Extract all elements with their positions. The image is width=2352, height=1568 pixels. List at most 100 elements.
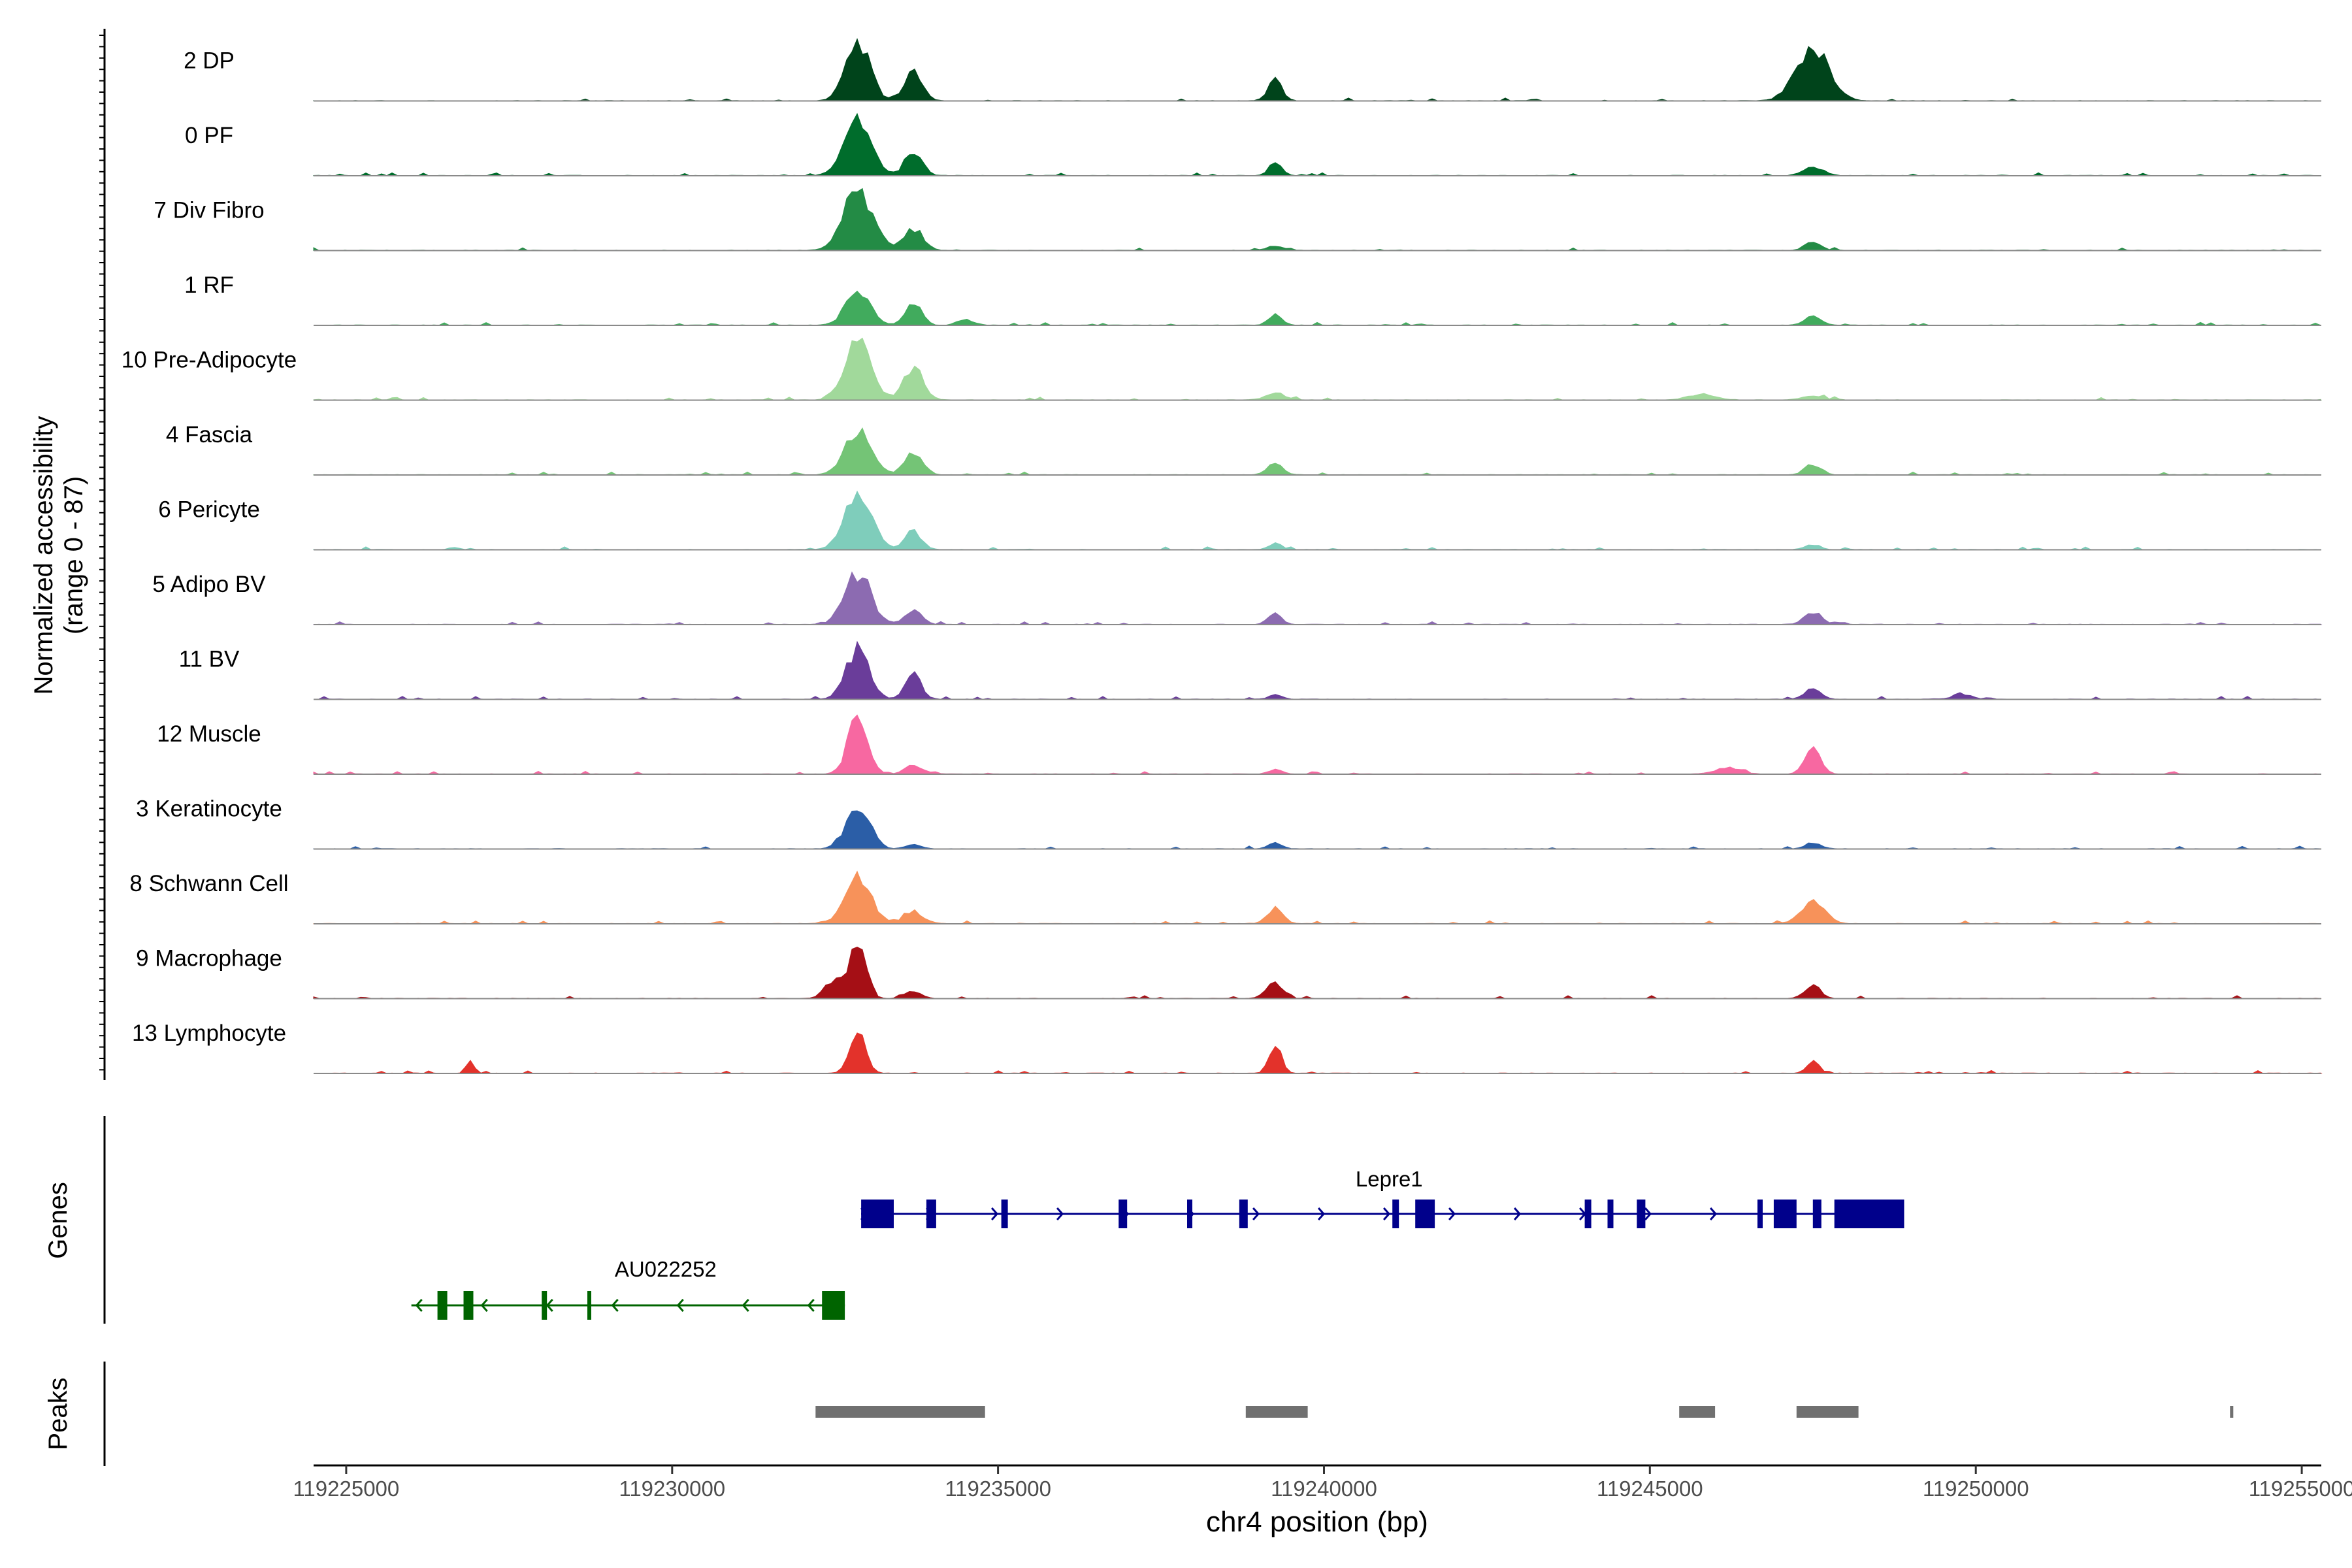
track-7-div-fibro: 7 Div Fibro: [154, 188, 2322, 252]
exon: [587, 1291, 591, 1320]
track-12-muscle: 12 Muscle: [157, 714, 2322, 775]
y-axis-title-line2: (range 0 - 87): [59, 476, 88, 634]
strand-arrow: [480, 1299, 488, 1312]
exon: [861, 1200, 894, 1228]
strand-arrow: [611, 1299, 619, 1312]
track-0-pf: 0 PF: [185, 112, 2322, 176]
y-axis-title-line1: Normalized accessibility: [29, 416, 58, 695]
exon: [1637, 1200, 1646, 1228]
track-signal: [313, 427, 2322, 476]
exon: [822, 1291, 845, 1320]
track-signal: [313, 571, 2323, 625]
exon: [1001, 1200, 1008, 1228]
exon: [1607, 1200, 1614, 1228]
track-signal: [313, 947, 2322, 1000]
track-label: 6 Pericyte: [158, 497, 260, 523]
x-tick-label: 119235000: [945, 1477, 1051, 1501]
exon: [437, 1291, 448, 1320]
exon: [1415, 1200, 1435, 1228]
track-9-macrophage: 9 Macrophage: [136, 946, 2322, 1000]
track-signal: [313, 490, 2322, 551]
track-signal: [313, 188, 2322, 252]
track-label: 5 Adipo BV: [152, 572, 266, 597]
track-signal: [313, 714, 2322, 775]
strand-arrow: [1513, 1207, 1522, 1220]
track-signal: [313, 870, 2322, 924]
exon: [1392, 1200, 1399, 1228]
track-label: 11 BV: [179, 647, 240, 672]
gene-label: Lepre1: [1356, 1167, 1423, 1191]
x-axis: 119225000 119230000 119235000 119240000 1192…: [293, 1464, 2352, 1538]
x-tick-label: 119250000: [1923, 1477, 2029, 1501]
exon: [1773, 1200, 1797, 1228]
track-1-rf: 1 RF: [184, 272, 2322, 326]
track-signal: [313, 640, 2322, 700]
exon: [542, 1291, 547, 1320]
strand-arrow: [742, 1299, 749, 1312]
track-label: 2 DP: [184, 48, 235, 74]
exon: [926, 1200, 936, 1228]
strand-arrow: [990, 1207, 999, 1220]
y-axis-title: Normalized accessibility (range 0 - 87): [29, 416, 88, 695]
track-label: 13 Lymphocyte: [132, 1021, 286, 1046]
track-11-bv: 11 BV: [179, 640, 2322, 700]
track-5-adipo-bv: 5 Adipo BV: [152, 571, 2323, 625]
peaks-axis-label: Peaks: [44, 1377, 73, 1450]
strand-arrow: [1056, 1207, 1064, 1220]
peaks-panel: Peaks: [44, 1362, 2234, 1466]
exon: [1812, 1200, 1821, 1228]
peak-region: [1796, 1406, 1859, 1418]
x-tick-label: 119245000: [1597, 1477, 1703, 1501]
x-tick-label: 119230000: [619, 1477, 725, 1501]
track-13-lymphocyte: 13 Lymphocyte: [132, 1021, 2323, 1074]
track-signal: [313, 290, 2322, 326]
strand-arrow: [546, 1299, 553, 1312]
peak-region: [815, 1406, 985, 1418]
track-label: 0 PF: [185, 123, 233, 148]
genes-panel: Genes Lepre1 AU022252: [44, 1116, 1904, 1324]
track-label: 7 Div Fibro: [154, 198, 264, 223]
exon: [1239, 1200, 1248, 1228]
track-label: 1 RF: [184, 272, 234, 298]
exon: [1119, 1200, 1128, 1228]
exon: [1187, 1200, 1192, 1228]
peak-region: [2230, 1406, 2234, 1418]
track-label: 10 Pre-Adipocyte: [122, 348, 297, 373]
x-tick-label: 119225000: [293, 1477, 400, 1501]
strand-arrow: [1252, 1207, 1260, 1220]
track-label: 9 Macrophage: [136, 946, 282, 972]
strand-arrow: [415, 1299, 423, 1312]
track-signal: [313, 1032, 2323, 1074]
peak-region: [1245, 1406, 1308, 1418]
strand-arrow: [1317, 1207, 1326, 1220]
track-8-schwann-cell: 8 Schwann Cell: [129, 870, 2322, 924]
track-signal: [313, 38, 2322, 102]
track-6-pericyte: 6 Pericyte: [158, 490, 2322, 551]
track-signal: [313, 810, 2322, 850]
track-label: 8 Schwann Cell: [129, 871, 288, 896]
strand-arrow: [1448, 1207, 1456, 1220]
track-label: 4 Fascia: [166, 422, 253, 448]
track-signal: [313, 112, 2322, 176]
track-2-dp: 2 DP: [184, 38, 2322, 102]
track-y-axis: [99, 29, 106, 1080]
x-axis-title: chr4 position (bp): [1206, 1506, 1428, 1538]
gene-au022252: AU022252: [411, 1257, 845, 1320]
exon: [1757, 1200, 1763, 1228]
strand-arrow: [1644, 1207, 1652, 1220]
track-3-keratinocyte: 3 Keratinocyte: [136, 796, 2322, 850]
strand-arrow: [676, 1299, 684, 1312]
track-4-fascia: 4 Fascia: [166, 422, 2322, 476]
strand-arrow: [1382, 1207, 1391, 1220]
x-tick-label: 119255000: [2249, 1477, 2352, 1501]
genes-axis-label: Genes: [44, 1182, 73, 1259]
track-10-pre-adipocyte: 10 Pre-Adipocyte: [122, 337, 2323, 401]
track-label: 12 Muscle: [157, 721, 261, 747]
x-tick-label: 119240000: [1271, 1477, 1377, 1501]
gene-lepre1: Lepre1: [860, 1167, 1904, 1228]
strand-arrow: [807, 1299, 815, 1312]
track-label: 3 Keratinocyte: [136, 796, 282, 822]
accessibility-tracks: 2 DP 0 PF 7 Div Fibro 1 RF 10 Pre-Adipocyte 4…: [122, 38, 2323, 1074]
